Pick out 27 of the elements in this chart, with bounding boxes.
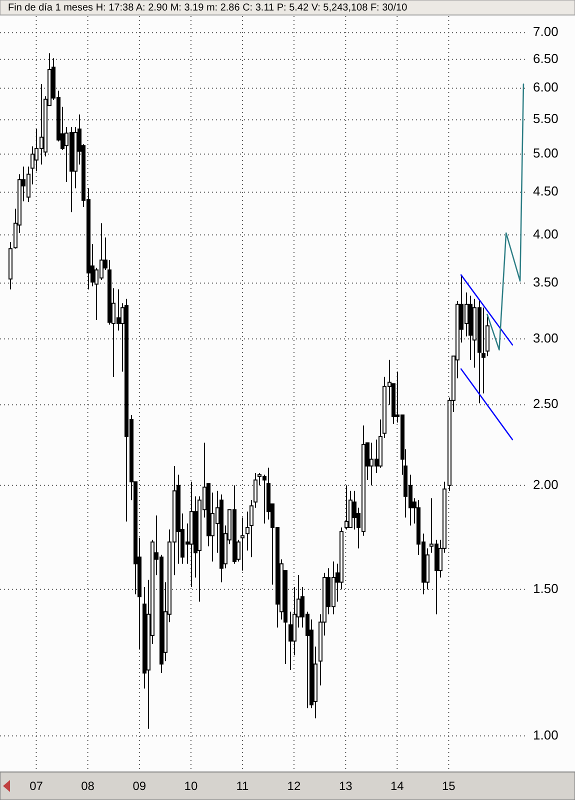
- y-tick-label: 3.50: [533, 274, 558, 290]
- x-tick-label: 07: [30, 779, 44, 794]
- x-tick-label: 13: [338, 779, 353, 794]
- x-tick-label: 14: [390, 779, 404, 794]
- x-tick-label: 12: [287, 779, 301, 794]
- y-tick-label: 6.00: [533, 80, 558, 95]
- x-tick-label: 11: [236, 779, 250, 794]
- chart-title: Fin de día 1 meses H: 17:38 A: 2.90 M: 3.19 m: 2.86 C: 3.11 P: 5.42 V: 5,243,108 F: 30/10: [8, 2, 408, 14]
- y-tick-label: 1.50: [533, 580, 558, 596]
- x-tick-label: 08: [81, 779, 95, 794]
- y-tick-label: 1.00: [533, 727, 558, 742]
- candlestick: [288, 611, 292, 671]
- x-tick-label: 09: [132, 779, 146, 794]
- x-tick-label: 10: [184, 779, 198, 794]
- y-tick-label: 4.00: [533, 226, 558, 242]
- y-tick-label: 2.50: [533, 396, 558, 412]
- y-tick-label: 7.00: [533, 24, 558, 40]
- y-tick-label: 6.50: [533, 50, 558, 66]
- y-tick-label: 5.50: [533, 111, 558, 126]
- candlestick: [240, 516, 244, 572]
- candlestick: [344, 484, 348, 530]
- y-tick-label: 2.00: [533, 476, 558, 492]
- y-tick-label: 3.00: [533, 330, 558, 346]
- y-tick-label: 4.50: [533, 184, 558, 199]
- line-series: [486, 83, 524, 350]
- x-tick-label: 15: [442, 779, 456, 794]
- y-tick-label: 5.00: [533, 146, 558, 161]
